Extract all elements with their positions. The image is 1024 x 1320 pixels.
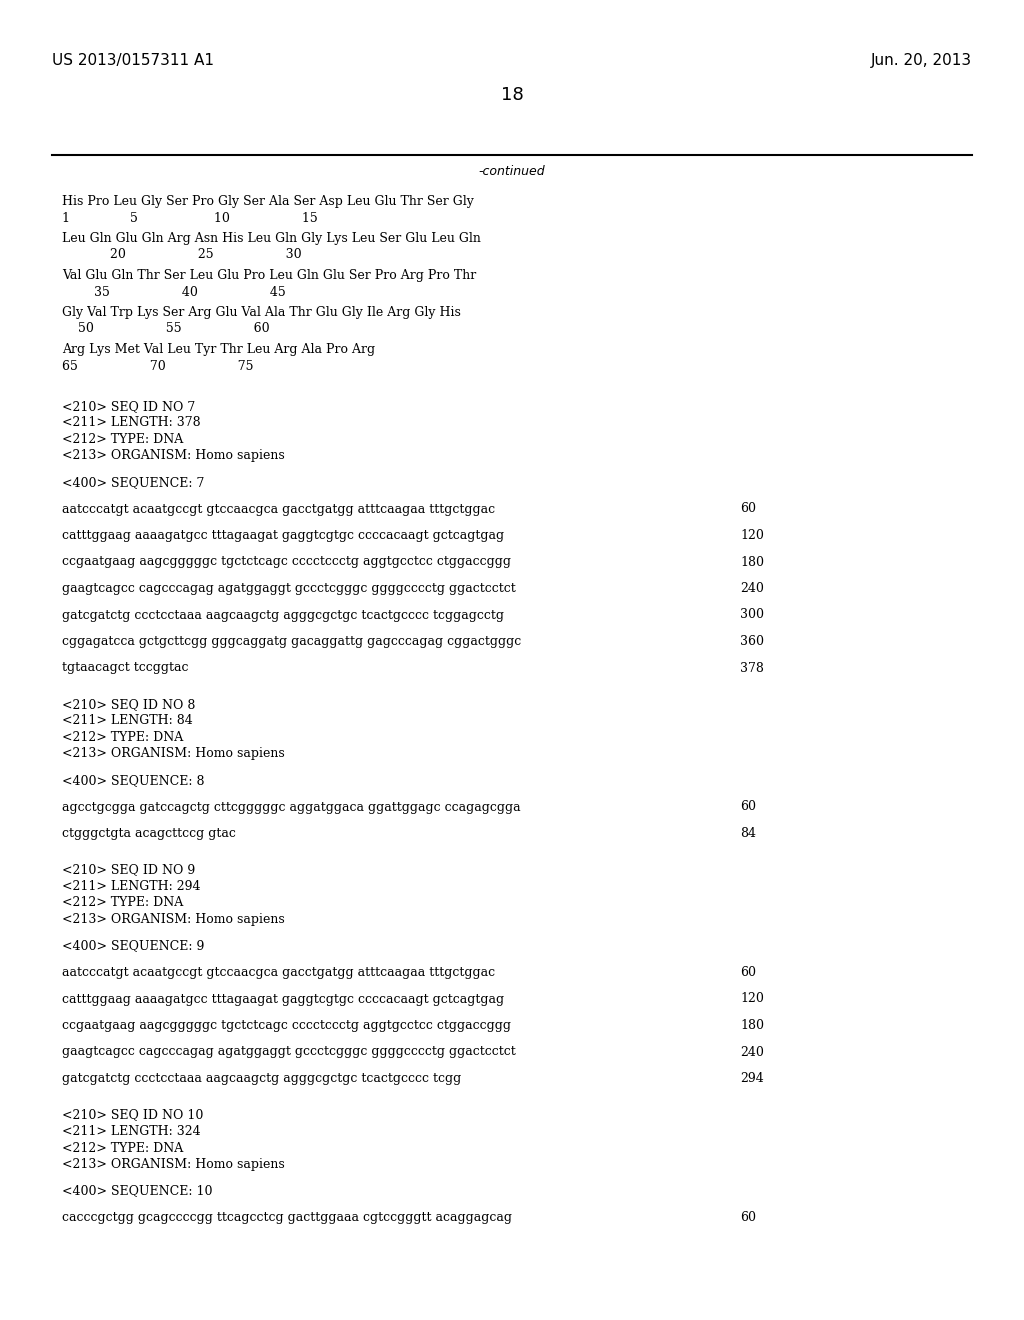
Text: <213> ORGANISM: Homo sapiens: <213> ORGANISM: Homo sapiens: [62, 450, 285, 462]
Text: 35                  40                  45: 35 40 45: [62, 285, 286, 298]
Text: 300: 300: [740, 609, 764, 622]
Text: 20                  25                  30: 20 25 30: [62, 248, 302, 261]
Text: 240: 240: [740, 582, 764, 595]
Text: agcctgcgga gatccagctg cttcgggggc aggatggaca ggattggagc ccagagcgga: agcctgcgga gatccagctg cttcgggggc aggatgg…: [62, 800, 520, 813]
Text: 378: 378: [740, 661, 764, 675]
Text: 50                  55                  60: 50 55 60: [62, 322, 269, 335]
Text: 65                  70                  75: 65 70 75: [62, 359, 254, 372]
Text: 294: 294: [740, 1072, 764, 1085]
Text: <213> ORGANISM: Homo sapiens: <213> ORGANISM: Homo sapiens: [62, 1158, 285, 1171]
Text: 360: 360: [740, 635, 764, 648]
Text: <212> TYPE: DNA: <212> TYPE: DNA: [62, 433, 183, 446]
Text: 60: 60: [740, 966, 756, 979]
Text: Gly Val Trp Lys Ser Arg Glu Val Ala Thr Glu Gly Ile Arg Gly His: Gly Val Trp Lys Ser Arg Glu Val Ala Thr …: [62, 306, 461, 319]
Text: <212> TYPE: DNA: <212> TYPE: DNA: [62, 731, 183, 744]
Text: <212> TYPE: DNA: <212> TYPE: DNA: [62, 1142, 183, 1155]
Text: <213> ORGANISM: Homo sapiens: <213> ORGANISM: Homo sapiens: [62, 747, 285, 760]
Text: <210> SEQ ID NO 10: <210> SEQ ID NO 10: [62, 1109, 204, 1122]
Text: -continued: -continued: [478, 165, 546, 178]
Text: gatcgatctg ccctcctaaa aagcaagctg agggcgctgc tcactgcccc tcgg: gatcgatctg ccctcctaaa aagcaagctg agggcgc…: [62, 1072, 461, 1085]
Text: Arg Lys Met Val Leu Tyr Thr Leu Arg Ala Pro Arg: Arg Lys Met Val Leu Tyr Thr Leu Arg Ala …: [62, 343, 375, 356]
Text: cacccgctgg gcagccccgg ttcagcctcg gacttggaaa cgtccgggtt acaggagcag: cacccgctgg gcagccccgg ttcagcctcg gacttgg…: [62, 1210, 512, 1224]
Text: 60: 60: [740, 503, 756, 516]
Text: 60: 60: [740, 1210, 756, 1224]
Text: 60: 60: [740, 800, 756, 813]
Text: His Pro Leu Gly Ser Pro Gly Ser Ala Ser Asp Leu Glu Thr Ser Gly: His Pro Leu Gly Ser Pro Gly Ser Ala Ser …: [62, 195, 474, 209]
Text: ccgaatgaag aagcgggggc tgctctcagc cccctccctg aggtgcctcc ctggaccggg: ccgaatgaag aagcgggggc tgctctcagc cccctcc…: [62, 1019, 511, 1032]
Text: <211> LENGTH: 294: <211> LENGTH: 294: [62, 880, 201, 894]
Text: <211> LENGTH: 324: <211> LENGTH: 324: [62, 1125, 201, 1138]
Text: US 2013/0157311 A1: US 2013/0157311 A1: [52, 53, 214, 69]
Text: aatcccatgt acaatgccgt gtccaacgca gacctgatgg atttcaagaa tttgctggac: aatcccatgt acaatgccgt gtccaacgca gacctga…: [62, 503, 496, 516]
Text: 18: 18: [501, 86, 523, 104]
Text: <400> SEQUENCE: 9: <400> SEQUENCE: 9: [62, 940, 205, 953]
Text: <212> TYPE: DNA: <212> TYPE: DNA: [62, 896, 183, 909]
Text: tgtaacagct tccggtac: tgtaacagct tccggtac: [62, 661, 188, 675]
Text: 120: 120: [740, 993, 764, 1006]
Text: gatcgatctg ccctcctaaa aagcaagctg agggcgctgc tcactgcccc tcggagcctg: gatcgatctg ccctcctaaa aagcaagctg agggcgc…: [62, 609, 504, 622]
Text: 120: 120: [740, 529, 764, 543]
Text: ctgggctgta acagcttccg gtac: ctgggctgta acagcttccg gtac: [62, 828, 236, 840]
Text: cggagatcca gctgcttcgg gggcaggatg gacaggattg gagcccagag cggactgggc: cggagatcca gctgcttcgg gggcaggatg gacagga…: [62, 635, 521, 648]
Text: <210> SEQ ID NO 7: <210> SEQ ID NO 7: [62, 400, 196, 413]
Text: 1               5                   10                  15: 1 5 10 15: [62, 211, 317, 224]
Text: gaagtcagcc cagcccagag agatggaggt gccctcgggc ggggcccctg ggactcctct: gaagtcagcc cagcccagag agatggaggt gccctcg…: [62, 582, 516, 595]
Text: Leu Gln Glu Gln Arg Asn His Leu Gln Gly Lys Leu Ser Glu Leu Gln: Leu Gln Glu Gln Arg Asn His Leu Gln Gly …: [62, 232, 481, 246]
Text: <210> SEQ ID NO 9: <210> SEQ ID NO 9: [62, 863, 196, 876]
Text: <210> SEQ ID NO 8: <210> SEQ ID NO 8: [62, 698, 196, 711]
Text: 180: 180: [740, 556, 764, 569]
Text: catttggaag aaaagatgcc tttagaagat gaggtcgtgc ccccacaagt gctcagtgag: catttggaag aaaagatgcc tttagaagat gaggtcg…: [62, 529, 504, 543]
Text: 240: 240: [740, 1045, 764, 1059]
Text: Val Glu Gln Thr Ser Leu Glu Pro Leu Gln Glu Ser Pro Arg Pro Thr: Val Glu Gln Thr Ser Leu Glu Pro Leu Gln …: [62, 269, 476, 282]
Text: Jun. 20, 2013: Jun. 20, 2013: [870, 53, 972, 69]
Text: <213> ORGANISM: Homo sapiens: <213> ORGANISM: Homo sapiens: [62, 913, 285, 927]
Text: gaagtcagcc cagcccagag agatggaggt gccctcgggc ggggcccctg ggactcctct: gaagtcagcc cagcccagag agatggaggt gccctcg…: [62, 1045, 516, 1059]
Text: 180: 180: [740, 1019, 764, 1032]
Text: <211> LENGTH: 84: <211> LENGTH: 84: [62, 714, 193, 727]
Text: 84: 84: [740, 828, 756, 840]
Text: <400> SEQUENCE: 10: <400> SEQUENCE: 10: [62, 1184, 213, 1197]
Text: catttggaag aaaagatgcc tttagaagat gaggtcgtgc ccccacaagt gctcagtgag: catttggaag aaaagatgcc tttagaagat gaggtcg…: [62, 993, 504, 1006]
Text: ccgaatgaag aagcgggggc tgctctcagc cccctccctg aggtgcctcc ctggaccggg: ccgaatgaag aagcgggggc tgctctcagc cccctcc…: [62, 556, 511, 569]
Text: <400> SEQUENCE: 8: <400> SEQUENCE: 8: [62, 774, 205, 787]
Text: <211> LENGTH: 378: <211> LENGTH: 378: [62, 417, 201, 429]
Text: aatcccatgt acaatgccgt gtccaacgca gacctgatgg atttcaagaa tttgctggac: aatcccatgt acaatgccgt gtccaacgca gacctga…: [62, 966, 496, 979]
Text: <400> SEQUENCE: 7: <400> SEQUENCE: 7: [62, 477, 205, 488]
